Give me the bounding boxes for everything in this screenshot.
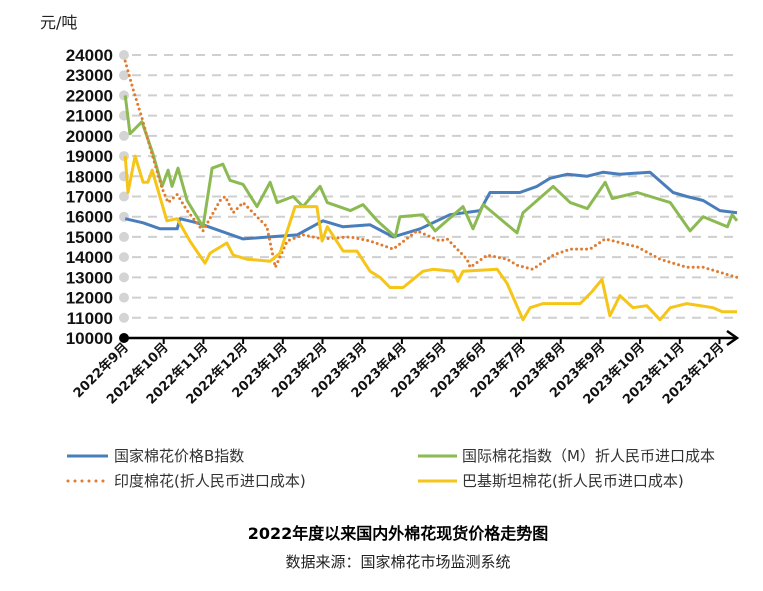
y-tick-dot <box>119 272 129 283</box>
y-tick-dot <box>119 231 129 242</box>
y-tick-label: 16000 <box>66 208 113 227</box>
legend: 国家棉花价格B指数 国际棉花指数（M）折人民币进口成本 印度棉花(折人民币进口成… <box>66 447 715 490</box>
legend-label-india: 印度棉花(折人民币进口成本) <box>114 472 306 490</box>
y-tick-dot <box>119 50 129 60</box>
y-tick-label: 13000 <box>66 268 113 287</box>
y-axis-unit: 元/吨 <box>40 13 77 32</box>
y-tick-label: 17000 <box>66 188 113 207</box>
y-tick-dot <box>119 191 129 202</box>
y-tick-label: 21000 <box>66 107 113 126</box>
series-line-1 <box>123 95 739 239</box>
legend-label-pakistan: 巴基斯坦棉花(折人民币进口成本) <box>462 472 684 490</box>
y-tick-label: 23000 <box>66 66 113 85</box>
series-line-2 <box>123 59 739 279</box>
legend-label-m-index: 国际棉花指数（M）折人民币进口成本 <box>462 447 715 465</box>
y-tick-dot <box>119 70 129 81</box>
x-axis: 2022年9月2022年10月2022年11月2022年12月2023年1月20… <box>70 329 740 408</box>
y-tick-label: 22000 <box>66 86 113 105</box>
y-tick-label: 10000 <box>66 329 113 348</box>
chart-source: 数据来源：国家棉花市场监测系统 <box>285 553 510 571</box>
chart-title: 2022年度以来国内外棉花现货价格走势图 <box>248 524 549 543</box>
y-tick-dot <box>119 130 129 141</box>
x-axis-arrow-icon <box>726 329 740 347</box>
y-tick-label: 18000 <box>66 167 113 186</box>
legend-label-b-index: 国家棉花价格B指数 <box>114 447 244 465</box>
y-tick-label: 24000 <box>66 46 113 65</box>
y-tick-dot <box>119 312 129 323</box>
y-tick-label: 11000 <box>67 309 113 328</box>
y-tick-label: 20000 <box>66 127 113 146</box>
series-line-3 <box>123 154 737 322</box>
series-lines <box>123 59 739 322</box>
gridlines <box>119 50 737 323</box>
y-tick-label: 14000 <box>66 248 113 267</box>
y-tick-dot <box>119 292 129 303</box>
y-tick-dot <box>119 90 129 101</box>
y-tick-dot <box>119 252 129 263</box>
axis-origin-dot <box>119 333 129 343</box>
y-tick-label: 12000 <box>66 289 113 308</box>
y-tick-label: 19000 <box>66 147 113 166</box>
y-tick-label: 15000 <box>66 228 113 247</box>
